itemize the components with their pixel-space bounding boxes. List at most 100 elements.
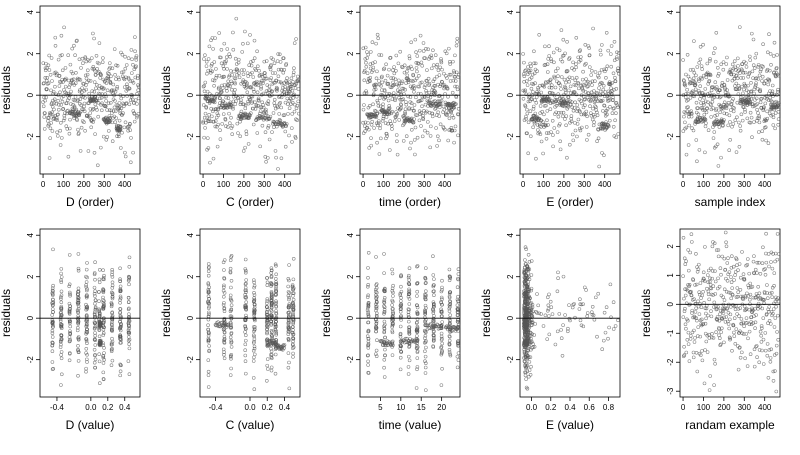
data-point bbox=[367, 283, 370, 286]
data-point bbox=[705, 76, 708, 79]
data-point bbox=[754, 56, 757, 59]
data-point bbox=[233, 88, 236, 91]
data-point bbox=[128, 103, 131, 106]
data-point bbox=[118, 102, 121, 105]
data-point bbox=[367, 266, 370, 269]
y-axis-label: residuals bbox=[319, 66, 333, 114]
data-point bbox=[393, 66, 396, 69]
data-point bbox=[425, 69, 428, 72]
data-point bbox=[393, 120, 396, 123]
data-point bbox=[207, 58, 210, 61]
data-point bbox=[103, 352, 106, 355]
data-point bbox=[705, 111, 708, 114]
data-point bbox=[206, 137, 209, 140]
data-point bbox=[421, 105, 424, 108]
data-point bbox=[605, 306, 608, 309]
data-point bbox=[704, 122, 707, 125]
data-point bbox=[391, 295, 394, 298]
data-point bbox=[772, 55, 775, 58]
data-point bbox=[51, 336, 54, 339]
data-point bbox=[375, 77, 378, 80]
data-point bbox=[245, 133, 248, 136]
data-point bbox=[86, 81, 89, 84]
data-point bbox=[748, 55, 751, 58]
data-point bbox=[54, 36, 57, 39]
data-point bbox=[729, 120, 732, 123]
data-point bbox=[755, 82, 758, 85]
data-point bbox=[242, 150, 245, 153]
data-point bbox=[560, 328, 563, 331]
data-point bbox=[116, 85, 119, 88]
data-point bbox=[574, 129, 577, 132]
data-point bbox=[418, 49, 421, 52]
data-point bbox=[416, 55, 419, 58]
data-point bbox=[614, 325, 617, 328]
data-point bbox=[455, 44, 458, 47]
data-point bbox=[244, 271, 247, 274]
y-tick-label: -2 bbox=[666, 133, 675, 141]
data-point bbox=[213, 84, 216, 87]
data-point bbox=[234, 103, 237, 106]
data-point bbox=[609, 283, 612, 286]
data-point bbox=[203, 90, 206, 93]
data-point bbox=[724, 91, 727, 94]
y-tick-label: 4 bbox=[26, 9, 35, 14]
data-point bbox=[67, 79, 70, 82]
data-point bbox=[67, 54, 70, 57]
data-point bbox=[127, 129, 130, 132]
data-point bbox=[97, 115, 100, 118]
data-point bbox=[714, 60, 717, 63]
data-point bbox=[90, 126, 93, 129]
data-point bbox=[740, 85, 743, 88]
data-point bbox=[575, 66, 578, 69]
data-point bbox=[414, 126, 417, 129]
data-point bbox=[93, 81, 96, 84]
data-point bbox=[727, 124, 730, 127]
data-point bbox=[607, 337, 610, 340]
data-point bbox=[563, 118, 566, 121]
data-point bbox=[752, 121, 755, 124]
data-point bbox=[234, 57, 237, 60]
x-axis-label: C (order) bbox=[226, 195, 274, 209]
data-point bbox=[589, 105, 592, 108]
data-point bbox=[576, 104, 579, 107]
x-axis-label: D (value) bbox=[66, 418, 115, 432]
data-point bbox=[558, 312, 561, 315]
data-point bbox=[596, 335, 599, 338]
x-tick-label: 400 bbox=[598, 180, 612, 189]
data-point bbox=[81, 57, 84, 60]
data-point bbox=[288, 387, 291, 390]
data-point bbox=[714, 81, 717, 84]
data-point bbox=[98, 335, 101, 338]
data-point bbox=[234, 77, 237, 80]
plot-frame bbox=[200, 6, 300, 174]
data-point bbox=[222, 286, 225, 289]
data-point bbox=[370, 123, 373, 126]
data-point bbox=[51, 308, 54, 311]
data-point bbox=[728, 114, 731, 117]
data-point bbox=[719, 111, 722, 114]
data-point bbox=[225, 56, 228, 59]
data-point bbox=[561, 354, 564, 357]
data-point bbox=[242, 73, 245, 76]
data-point bbox=[726, 79, 729, 82]
data-point bbox=[438, 74, 441, 77]
data-point bbox=[253, 101, 256, 104]
data-point bbox=[593, 121, 596, 124]
data-point bbox=[48, 54, 51, 57]
data-point bbox=[524, 374, 527, 377]
data-point bbox=[251, 60, 254, 63]
data-point bbox=[98, 97, 101, 100]
data-point bbox=[101, 61, 104, 64]
data-point bbox=[383, 376, 386, 379]
data-point bbox=[226, 125, 229, 128]
data-point bbox=[542, 325, 545, 328]
data-point bbox=[85, 60, 88, 63]
data-point bbox=[752, 38, 755, 41]
y-axis-label: residuals bbox=[0, 66, 13, 114]
data-point bbox=[759, 70, 762, 73]
data-point bbox=[94, 299, 97, 302]
data-point bbox=[573, 302, 576, 305]
